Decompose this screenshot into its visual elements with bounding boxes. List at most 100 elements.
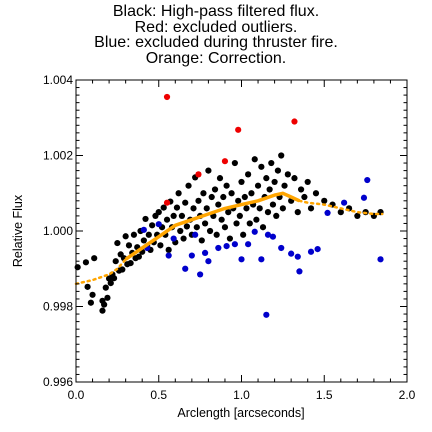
thruster-fire-point [364,176,371,184]
flux-point [241,193,248,201]
flux-point [228,190,235,197]
flux-point [145,231,152,238]
thruster-fire-point [197,271,204,278]
y-tick-label: 0.998 [43,300,73,314]
flux-point [238,178,245,186]
chart-marks [74,93,384,318]
flux-point [236,212,243,219]
flux-point [82,259,90,266]
flux-point [297,186,305,193]
flux-point [278,152,285,159]
flux-point [125,242,133,249]
flux-point [208,193,215,201]
flux-point [203,205,210,212]
flux-point [190,205,197,212]
flux-point [243,205,250,212]
axis-ticks: 0.0 0.5 1.0 1.5 2.0 0.996 0.998 1.000 1.002 1.004 [43,73,416,402]
flux-point [127,259,134,267]
thruster-fire-point [238,256,245,263]
thruster-fire-point [170,235,177,242]
flux-point [74,264,81,271]
thruster-fire-point [258,256,265,263]
thruster-fire-point [269,233,277,240]
flux-point [84,283,91,290]
flux-point [246,220,253,227]
plot-frame [75,79,408,383]
flux-point [274,167,282,174]
flux-point [218,216,225,223]
flux-point [271,178,278,186]
x-tick-label: 1.0 [233,388,250,402]
flux-point [140,237,147,244]
thruster-fire-point [155,221,162,228]
flux-point [175,190,182,197]
thruster-fire-point [341,199,348,206]
flux-point [321,197,328,204]
x-tick-label: 0.5 [150,388,167,402]
flux-point [104,294,111,301]
thruster-fire-point [231,241,238,248]
flux-point [198,237,205,244]
flux-point [102,284,109,291]
x-tick-label: 1.5 [316,388,333,402]
correction-curve-left [74,258,127,286]
title-line-orange: Orange: Correction. [145,49,287,67]
outlier-point [291,118,298,125]
flux-point [87,299,94,306]
flux-point [312,190,320,197]
thruster-fire-point [278,244,285,252]
flux-point [110,275,118,282]
flux-point [354,212,361,219]
thruster-fire-point [264,231,272,238]
flux-point [251,156,258,163]
flux-point [259,224,267,231]
flux-point [268,159,275,167]
flux-point [177,227,184,235]
flux-point [273,212,280,219]
flux-point [269,201,277,208]
flux-point [155,209,162,216]
thruster-fire-point [201,249,209,256]
flux-point [291,175,298,182]
flux-point [114,239,121,247]
thruster-fire-point [324,209,331,216]
flux-point [91,255,98,262]
x-axis-label: Arclength [arcseconds] [177,406,304,420]
thruster-fire-point [215,244,222,252]
flux-point [307,205,315,212]
flux-point [254,182,262,189]
flux-point [213,231,220,238]
outlier-point [163,199,171,206]
flux-point [215,201,222,208]
flux-point [142,215,149,223]
flux-point [200,190,207,197]
y-tick-label: 0.996 [43,375,73,389]
thruster-fire-point [251,228,258,235]
flux-point [180,235,187,242]
flux-point [248,190,255,197]
flux-point [101,301,108,308]
outlier-point [163,93,171,101]
flux-point [337,209,344,216]
flux-point [122,233,129,240]
chart-title: Black: High-pass filtered flux. Red: exc… [0,4,432,66]
flux-point [205,167,212,174]
correction-curve [124,191,301,261]
outlier-point [235,126,242,133]
flux-point [173,204,181,211]
y-tick-label: 1.002 [43,149,73,163]
flux-point [225,209,232,216]
flux-point [170,212,177,219]
thruster-fire-point [360,194,368,201]
thruster-fire-point [296,268,303,275]
flux-point [182,199,189,206]
thruster-fire-point [223,243,230,250]
thruster-fire-point [192,231,199,238]
y-tick-label: 1.004 [43,73,73,87]
title-line-red: Red: excluded outliers. [134,18,298,36]
flux-point [294,209,301,216]
flux-point [253,216,260,223]
flux-point [304,178,311,186]
y-tick-label: 1.000 [43,224,73,238]
